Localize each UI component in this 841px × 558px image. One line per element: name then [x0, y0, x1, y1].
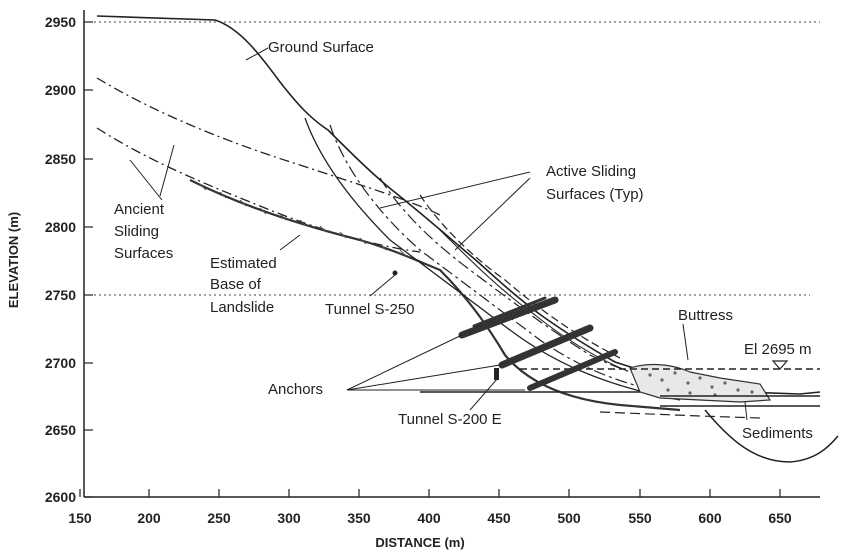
x-tick-label: 300 — [277, 510, 301, 526]
y-tick-marks — [84, 21, 93, 498]
anchors — [458, 296, 618, 391]
anchor-bar — [458, 296, 559, 339]
label-tunnel-s250: Tunnel S-250 — [325, 301, 415, 318]
y-tick-label: 2800 — [45, 219, 76, 235]
x-tick-label: 250 — [207, 510, 231, 526]
y-tick-label: 2600 — [45, 489, 76, 505]
y-tick-label: 2950 — [45, 14, 76, 30]
label-tunnel-s200e: Tunnel S-200 E — [398, 411, 502, 428]
label-anchors: Anchors — [268, 381, 323, 398]
ground-surface-line — [96, 15, 821, 395]
label-el-2695: El 2695 m — [744, 341, 812, 358]
label-ground-surface: Ground Surface — [268, 39, 374, 56]
x-axis-title: DISTANCE (m) — [375, 535, 464, 550]
x-tick-marks — [79, 489, 781, 497]
y-tick-label: 2750 — [45, 287, 76, 303]
anchor-bar — [472, 296, 547, 328]
base-hatching — [199, 183, 407, 257]
active-sliding-surface-5 — [439, 229, 626, 371]
x-tick-label: 150 — [68, 510, 92, 526]
x-tick-label: 450 — [487, 510, 511, 526]
valley-floor-line — [704, 409, 839, 463]
active-sliding-surface-2 — [329, 124, 701, 399]
label-ancient: Ancient — [114, 201, 165, 218]
label-ancient-surfaces: Surfaces — [114, 245, 173, 262]
label-base-of: Base of — [210, 276, 262, 293]
anchor-bar — [498, 324, 594, 369]
x-tick-label: 600 — [698, 510, 722, 526]
x-tick-label: 550 — [628, 510, 652, 526]
x-tick-label: 350 — [347, 510, 371, 526]
buttress-fill — [629, 363, 772, 403]
label-active-surfaces: Surfaces (Typ) — [546, 186, 644, 203]
active-sliding-surface-4 — [419, 194, 621, 359]
x-tick-label: 200 — [137, 510, 161, 526]
anchor-bar — [527, 349, 618, 391]
sediment-layer-3 — [599, 411, 761, 419]
label-estimated: Estimated — [210, 255, 277, 272]
y-tick-label: 2900 — [45, 82, 76, 98]
leader-lines — [129, 47, 748, 421]
active-sliding-surface-3 — [379, 177, 761, 401]
x-tick-label: 400 — [417, 510, 441, 526]
tunnel-s250-marker — [392, 270, 398, 276]
y-tick-label: 2850 — [45, 151, 76, 167]
label-buttress: Buttress — [678, 307, 733, 324]
label-landslide: Landslide — [210, 299, 274, 316]
x-tick-label: 650 — [768, 510, 792, 526]
active-sliding-surface-1 — [304, 117, 681, 401]
label-sediments: Sediments — [742, 425, 813, 442]
label-ancient-sliding: Sliding — [114, 223, 159, 240]
ancient-sliding-surface-upper — [96, 77, 441, 216]
y-tick-label: 2650 — [45, 422, 76, 438]
water-level-marker-icon — [771, 360, 789, 370]
tunnel-s200e-portal — [494, 368, 499, 380]
y-tick-label: 2700 — [45, 355, 76, 371]
label-active-sliding: Active Sliding — [546, 163, 636, 180]
y-axis-title: ELEVATION (m) — [6, 212, 21, 308]
x-tick-label: 500 — [557, 510, 581, 526]
